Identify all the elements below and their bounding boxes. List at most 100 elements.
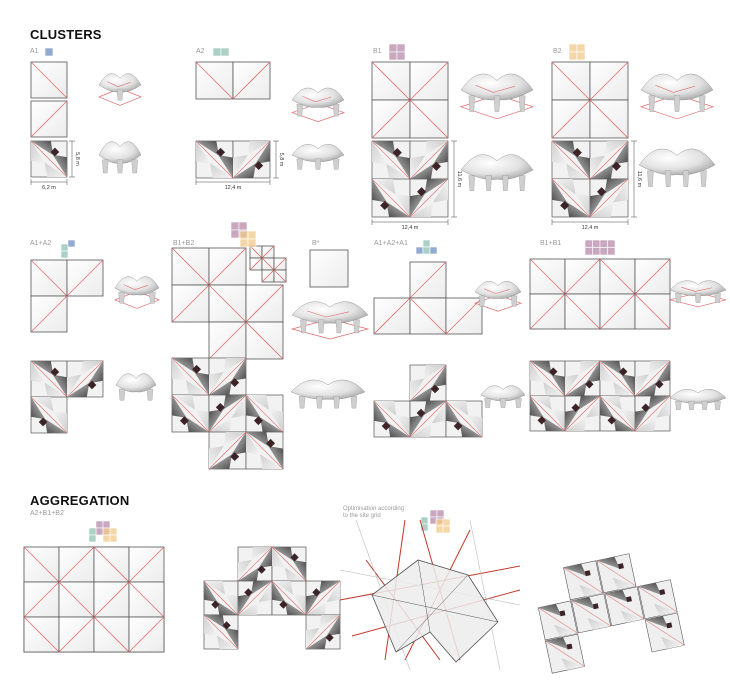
shade-fan (661, 636, 685, 649)
shell-leg (647, 170, 654, 187)
shade-fan (590, 201, 614, 217)
red-diagonal (128, 546, 165, 583)
shade-fan (272, 581, 294, 595)
shade-fan (551, 374, 565, 396)
shade-fan (372, 141, 396, 157)
b1b2-shaded (171, 357, 210, 396)
red-diagonal (529, 293, 566, 330)
b1b1-plan (529, 293, 566, 330)
swatch-cell (67, 239, 76, 248)
red-diagonal (208, 431, 247, 470)
swatch-cell (592, 247, 601, 256)
red-edge (475, 84, 516, 93)
a1-shaded (30, 140, 68, 178)
a1a2-render (115, 373, 157, 401)
shade-fan (209, 417, 232, 432)
column-head (380, 200, 390, 210)
dimension-label: 12,4 m (225, 185, 242, 191)
swatches-layer (44, 43, 616, 543)
a2-plan (195, 61, 234, 100)
swatch-b1 (388, 43, 406, 61)
shell-leg (675, 400, 682, 410)
label-a1a2a1: A1+A2+A1 (374, 240, 408, 247)
red-diagonal (409, 61, 449, 101)
shade-fan (374, 401, 389, 424)
dimension-vertical: 11,6 m (451, 140, 462, 218)
shade-fan (604, 141, 628, 157)
shade-fan (579, 584, 603, 597)
red-diagonal (261, 245, 275, 259)
shade-fan (621, 374, 635, 396)
shade-fan (395, 414, 410, 437)
dimension-label: 12,4 m (582, 225, 599, 231)
shell-leg (116, 88, 124, 101)
swatch-b1b2-b2 (239, 230, 257, 248)
b1b1-plan (634, 293, 671, 330)
red-diagonal (564, 258, 601, 295)
shade-fan (44, 418, 67, 433)
label-b1b2: B1+B2 (173, 240, 195, 247)
red-diagonal (30, 61, 68, 99)
shade-fan (561, 658, 585, 671)
b1b1-shaded (564, 360, 601, 397)
swatch-cell (388, 51, 398, 61)
swatch-cell (607, 239, 616, 248)
red-diagonal (261, 257, 275, 271)
aggregation-plan-full (23, 546, 60, 583)
column-head (559, 610, 566, 617)
dimension-vertical: 5,8 m (69, 140, 80, 178)
red-diagonal (409, 400, 447, 438)
shade-fan (604, 589, 629, 602)
shade-fan (272, 547, 294, 561)
swatch-cell (576, 43, 586, 53)
red-diagonal (589, 99, 629, 139)
swatch-cell (60, 243, 69, 252)
swatch-cell (599, 239, 608, 248)
b1b1-shaded (564, 395, 601, 432)
swatch-cell (576, 51, 586, 61)
aggregation-shaded (203, 614, 239, 650)
plan-diagrams-layer (23, 61, 671, 653)
b2-plan (589, 61, 629, 101)
shell-leg (700, 170, 707, 187)
red-diagonal (409, 140, 449, 180)
red-diagonal (171, 284, 210, 323)
rotated-plan (371, 559, 499, 663)
red-diagonal (604, 593, 645, 620)
shade-fan (424, 141, 448, 157)
red-diagonal (171, 247, 210, 286)
swatch-cell (388, 43, 398, 53)
shell-leg (350, 396, 358, 409)
rotated-shaded-tile (604, 586, 645, 627)
red-diagonal (373, 400, 411, 438)
shade-fan (566, 163, 590, 179)
shade-fan (186, 380, 209, 395)
red-diagonal (644, 619, 685, 646)
a1a2-shaded (30, 396, 68, 434)
red-diagonal (273, 269, 287, 283)
shade-fan (223, 358, 246, 373)
swatch-cell (102, 520, 111, 529)
a1a2-plan (30, 295, 68, 333)
swatch-cell (584, 247, 593, 256)
column-head (617, 563, 624, 570)
shade-fan (31, 397, 54, 412)
shade-fan (233, 163, 256, 178)
shell-leg (493, 95, 501, 112)
red-diagonal (195, 140, 234, 179)
shade-fan (410, 386, 433, 401)
b2-render (638, 148, 716, 187)
shade-fan (216, 635, 238, 649)
red-edge (307, 310, 350, 318)
rotated-shaded-tile (545, 633, 585, 674)
rotated-aggregation (537, 553, 685, 674)
swatch-a2 (212, 47, 230, 57)
shade-fan (620, 610, 644, 623)
swatch-cell (592, 239, 601, 248)
a2-shaded (195, 140, 234, 179)
shade-fan (231, 358, 246, 381)
red-diagonal (564, 293, 601, 330)
shade-fan (543, 382, 565, 396)
red-diagonal (551, 140, 591, 180)
shell-surface (474, 281, 522, 299)
